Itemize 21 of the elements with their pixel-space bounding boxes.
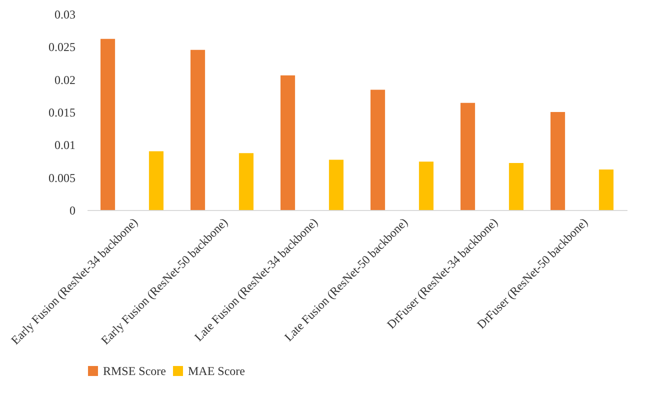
bar — [238, 153, 254, 210]
y-tick-label: 0 — [70, 204, 76, 218]
bar — [598, 169, 614, 210]
y-tick-label: 0.02 — [54, 72, 76, 87]
bar — [550, 112, 566, 210]
y-tick-label: 0.015 — [48, 106, 76, 120]
bar — [328, 160, 344, 210]
y-tick-label: 0.01 — [54, 138, 76, 152]
y-tick-label: 0.025 — [48, 40, 76, 54]
bar — [190, 50, 206, 210]
bar — [370, 90, 386, 210]
bar — [100, 38, 116, 210]
bar — [148, 151, 164, 210]
legend-label: MAE Score — [188, 364, 245, 378]
legend-label: RMSE Score — [103, 364, 166, 378]
y-tick-label: 0.03 — [54, 8, 76, 22]
y-tick-label: 0.005 — [48, 170, 76, 185]
bar — [280, 75, 296, 210]
bar — [418, 162, 434, 210]
bar — [460, 102, 476, 210]
bar — [508, 162, 524, 210]
